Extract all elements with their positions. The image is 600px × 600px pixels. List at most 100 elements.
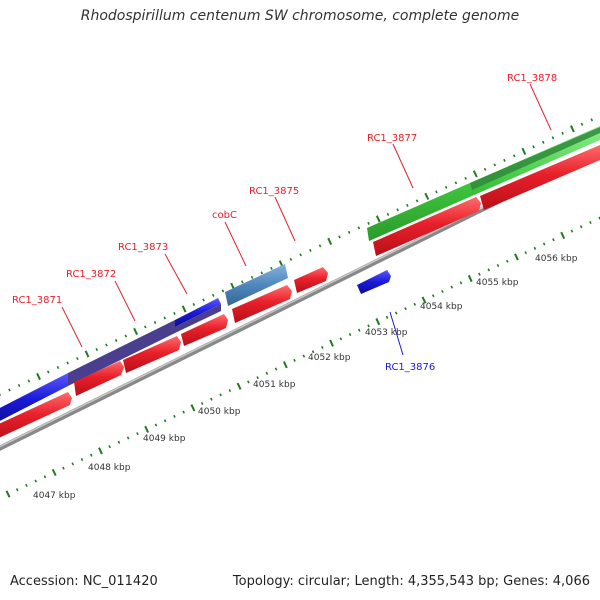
- gene-arrow-rc1-3877[interactable]: [373, 197, 481, 256]
- gene-arrow-rc1-3876[interactable]: [357, 270, 391, 294]
- gene-label-rc1-3876[interactable]: RC1_3876: [385, 362, 435, 373]
- upper-track-minor-tick: [241, 280, 244, 284]
- upper-track-minor-tick: [17, 383, 21, 388]
- lower-track-minor-tick: [247, 380, 250, 384]
- lower-track-major-tick: [5, 490, 11, 498]
- lower-track-major-tick: [282, 361, 288, 369]
- upper-track-minor-tick: [105, 343, 108, 347]
- lower-track-minor-tick: [441, 289, 444, 293]
- upper-track-minor-tick: [338, 235, 341, 239]
- lower-track-major-tick: [514, 253, 519, 261]
- gene-label-rc1-3877[interactable]: RC1_3877: [367, 133, 417, 144]
- lower-track-minor-tick: [182, 410, 185, 414]
- lower-track-minor-tick: [394, 311, 398, 315]
- scale-label: 4053 kbp: [365, 328, 408, 338]
- scale-labels: 4047 kbp 4048 kbp 4049 kbp 4050 kbp 4051 kbp…: [33, 254, 578, 501]
- lower-track-minor-tick: [274, 367, 278, 371]
- upper-track-minor-tick: [561, 131, 564, 135]
- lower-track-minor-tick: [62, 466, 65, 470]
- lower-track-minor-tick: [136, 432, 139, 436]
- upper-track-major-tick: [375, 215, 381, 223]
- scale-label: 4055 kbp: [476, 278, 519, 288]
- upper-track-minor-tick: [221, 289, 225, 293]
- scale-label: 4052 kbp: [308, 353, 351, 363]
- gene-label-rc1-3872[interactable]: RC1_3872: [66, 269, 116, 280]
- feature-dark-green[interactable]: [470, 127, 600, 190]
- upper-track-major-tick: [327, 237, 333, 246]
- lower-track-minor-tick: [117, 440, 121, 444]
- lower-track-minor-tick: [496, 264, 500, 268]
- lower-track-minor-tick: [256, 376, 259, 380]
- feature-blue-mid[interactable]: [175, 298, 221, 327]
- upper-track-minor-tick: [27, 379, 31, 383]
- gene-label-rc1-3878[interactable]: RC1_3878: [507, 73, 557, 84]
- upper-track-minor-tick: [318, 244, 322, 248]
- upper-track-minor-tick: [367, 221, 370, 225]
- scale-label: 4056 kbp: [535, 254, 578, 264]
- gene-arrow-cobc[interactable]: [181, 314, 228, 346]
- gene-label-rc1-3873[interactable]: RC1_3873: [118, 242, 168, 253]
- lower-track-minor-tick: [219, 393, 222, 397]
- upper-track-minor-tick: [76, 356, 79, 361]
- feature-purple[interactable]: [68, 320, 175, 386]
- upper-track-minor-tick: [289, 257, 293, 261]
- upper-track-minor-tick: [153, 320, 157, 324]
- upper-track-minor-tick: [270, 266, 273, 270]
- lower-track-major-tick: [467, 274, 473, 283]
- upper-track-major-tick: [569, 125, 575, 133]
- map-title: Rhodospirillum centenum SW chromosome, c…: [80, 8, 520, 24]
- upper-track-minor-tick: [114, 338, 118, 342]
- lower-track-minor-tick: [478, 272, 481, 276]
- upper-track-minor-tick: [46, 370, 50, 374]
- gene-arrow-rc1-3871[interactable]: [0, 392, 72, 442]
- upper-track-major-tick: [472, 170, 478, 178]
- gene-labels: RC1_3871 RC1_3872 RC1_3873 cobC RC1_3875…: [12, 73, 557, 373]
- lower-track-minor-tick: [431, 294, 435, 298]
- lower-track-minor-tick: [533, 246, 537, 250]
- lower-track-minor-tick: [34, 479, 38, 483]
- lower-track-major-tick: [51, 468, 57, 477]
- upper-track-minor-tick: [173, 311, 176, 315]
- lower-track-minor-tick: [80, 457, 84, 462]
- gene-label-cobc[interactable]: cobC: [212, 210, 237, 221]
- gene-arrow-rc1-3878[interactable]: [480, 145, 600, 210]
- lower-track-minor-tick: [311, 350, 315, 354]
- lower-track-minor-tick: [570, 229, 574, 233]
- lower-track-major-tick: [560, 231, 566, 240]
- gene-arrow-rc1-3875[interactable]: [232, 285, 292, 323]
- gene-arrow-rc1-3875b[interactable]: [294, 267, 328, 293]
- upper-track-minor-tick: [406, 203, 409, 207]
- upper-track-minor-tick: [551, 136, 555, 140]
- label-leaders: [61, 83, 552, 356]
- tick-track-lower: [5, 216, 600, 498]
- gene-arrow-rc1-3872[interactable]: [74, 361, 124, 396]
- upper-track-minor-tick: [396, 208, 399, 212]
- upper-track-minor-tick: [541, 140, 545, 144]
- gene-label-rc1-3875[interactable]: RC1_3875: [249, 186, 299, 197]
- lower-track-minor-tick: [43, 475, 47, 479]
- lower-track-minor-tick: [173, 414, 176, 418]
- upper-track-major-tick: [133, 327, 139, 336]
- lower-track-minor-tick: [505, 259, 509, 263]
- feature-blue-left[interactable]: [0, 373, 68, 426]
- lower-track-minor-tick: [487, 268, 491, 272]
- upper-track-minor-tick: [211, 293, 215, 297]
- lower-track-minor-tick: [163, 419, 167, 423]
- lower-track-minor-tick: [71, 462, 75, 466]
- lower-track-minor-tick: [126, 436, 130, 440]
- upper-track-minor-tick: [464, 176, 467, 180]
- lower-track-minor-tick: [25, 483, 28, 487]
- gene-label-rc1-3871[interactable]: RC1_3871: [12, 295, 62, 306]
- gene-arrow-rc1-3873[interactable]: [123, 336, 181, 373]
- upper-track-minor-tick: [415, 199, 419, 203]
- lower-track-minor-tick: [542, 242, 546, 246]
- upper-track-minor-tick: [250, 275, 254, 279]
- upper-track-minor-tick: [590, 118, 594, 122]
- scale-label: 4049 kbp: [143, 434, 186, 444]
- scale-label: 4051 kbp: [253, 380, 296, 390]
- feature-steelblue[interactable]: [225, 264, 288, 306]
- feature-purple-tail[interactable]: [175, 304, 221, 333]
- lower-track-minor-tick: [589, 220, 592, 224]
- lower-track-major-tick: [190, 404, 196, 412]
